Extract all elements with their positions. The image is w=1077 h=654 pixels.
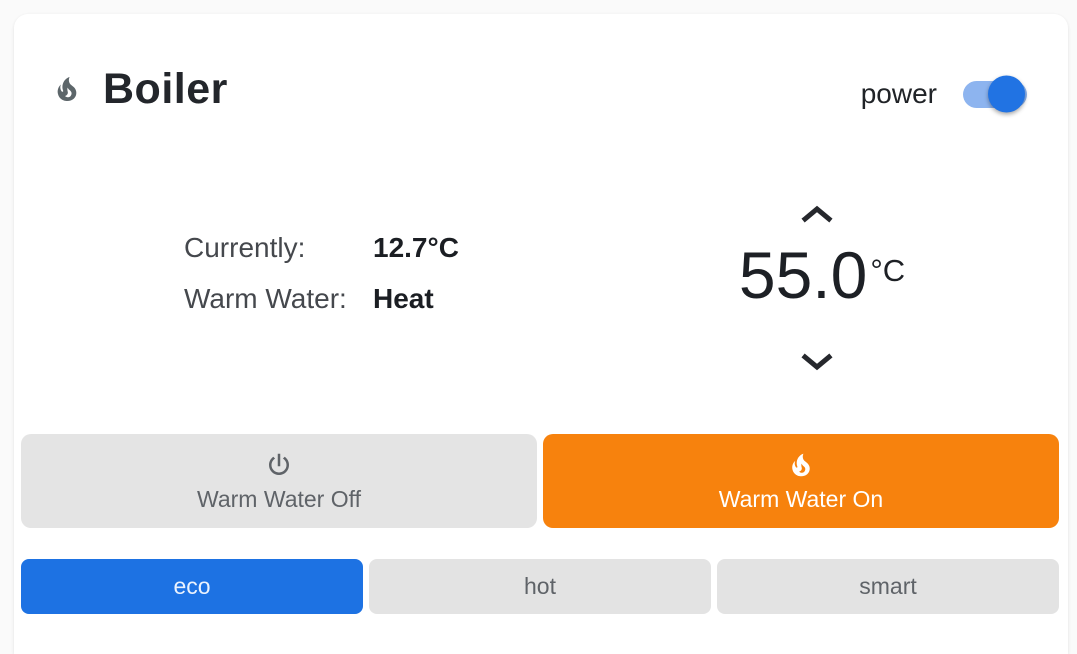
warm-water-off-button[interactable]: Warm Water Off bbox=[21, 434, 537, 528]
power-label: power bbox=[860, 78, 937, 109]
temp-increase-button[interactable] bbox=[800, 204, 834, 224]
status-row-currently: Currently: 12.7°C bbox=[184, 232, 459, 268]
power-icon bbox=[264, 450, 294, 480]
power-row: power bbox=[861, 75, 1027, 113]
boiler-card: Boiler power Currently: 12.7°C Warm Wate… bbox=[14, 14, 1068, 654]
warm-water-actions: Warm Water Off Warm Water On bbox=[21, 434, 1059, 528]
fire-icon bbox=[51, 73, 83, 105]
temp-decrease-button[interactable] bbox=[800, 352, 834, 372]
status-label: Warm Water: bbox=[184, 283, 347, 314]
action-button-label: Warm Water Off bbox=[197, 485, 361, 512]
status-label: Currently: bbox=[184, 232, 306, 263]
target-temperature-unit: °C bbox=[870, 253, 906, 288]
mode-button-hot[interactable]: hot bbox=[369, 559, 711, 614]
power-toggle-thumb[interactable] bbox=[988, 75, 1025, 113]
card-header: Boiler bbox=[51, 64, 228, 114]
power-toggle[interactable] bbox=[963, 75, 1027, 113]
mode-button-eco[interactable]: eco bbox=[21, 559, 363, 614]
chevron-up-icon bbox=[801, 205, 833, 223]
target-temperature-value: 55.0 bbox=[738, 238, 868, 312]
target-temperature: 55.0 °C bbox=[717, 239, 927, 312]
status-value: Heat bbox=[373, 283, 434, 314]
mode-buttons: eco hot smart bbox=[21, 559, 1059, 614]
status-row-warm-water: Warm Water: Heat bbox=[184, 283, 434, 319]
mode-button-smart[interactable]: smart bbox=[717, 559, 1059, 614]
fire-icon bbox=[786, 450, 816, 480]
warm-water-on-button[interactable]: Warm Water On bbox=[543, 434, 1059, 528]
action-button-label: Warm Water On bbox=[718, 485, 884, 512]
chevron-down-icon bbox=[801, 353, 833, 371]
page-title: Boiler bbox=[103, 64, 228, 113]
status-value: 12.7°C bbox=[373, 232, 459, 263]
